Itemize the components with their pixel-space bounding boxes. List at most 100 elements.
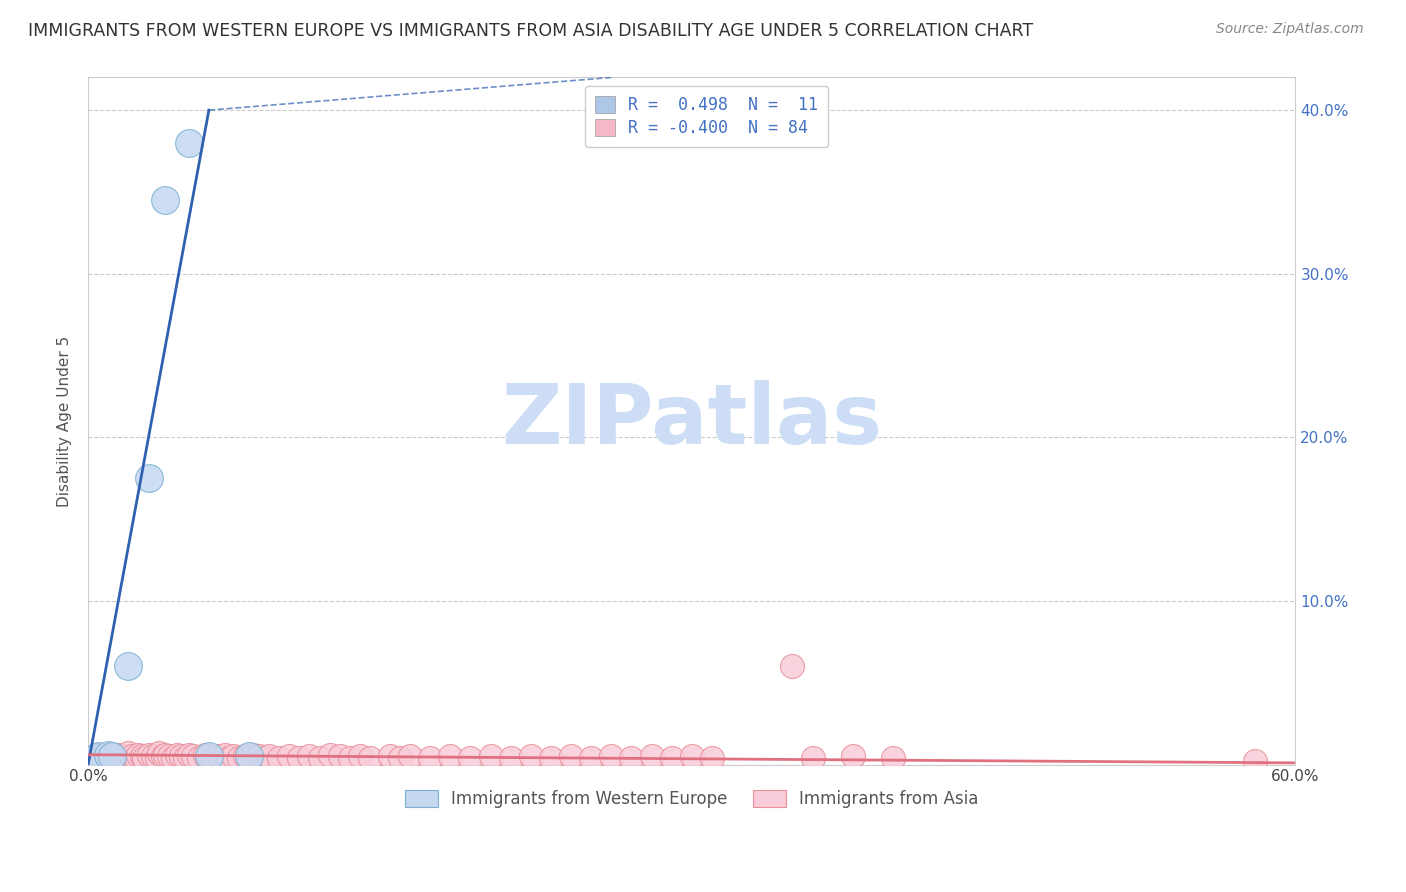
Point bbox=[208, 749, 231, 764]
Point bbox=[96, 747, 118, 762]
Point bbox=[187, 751, 209, 765]
Point bbox=[419, 751, 441, 765]
Point bbox=[97, 747, 120, 762]
Point bbox=[97, 753, 120, 767]
Point bbox=[82, 753, 104, 767]
Point bbox=[194, 747, 217, 762]
Point bbox=[138, 471, 160, 485]
Y-axis label: Disability Age Under 5: Disability Age Under 5 bbox=[58, 335, 72, 507]
Point bbox=[198, 749, 221, 764]
Point bbox=[105, 753, 128, 767]
Point bbox=[107, 747, 129, 762]
Point bbox=[148, 746, 170, 760]
Point bbox=[238, 749, 260, 764]
Point bbox=[181, 749, 204, 764]
Point bbox=[318, 747, 340, 762]
Point bbox=[87, 747, 110, 762]
Point bbox=[298, 749, 321, 764]
Point bbox=[162, 751, 184, 765]
Point bbox=[152, 749, 174, 764]
Point bbox=[579, 751, 602, 765]
Point bbox=[882, 751, 904, 765]
Point bbox=[218, 751, 240, 765]
Point bbox=[620, 751, 643, 765]
Point bbox=[173, 751, 195, 765]
Point bbox=[177, 747, 200, 762]
Point bbox=[238, 751, 260, 765]
Point bbox=[201, 751, 224, 765]
Point bbox=[127, 747, 149, 762]
Point bbox=[520, 749, 543, 764]
Point bbox=[145, 751, 167, 765]
Point bbox=[153, 193, 176, 207]
Point bbox=[131, 749, 153, 764]
Point bbox=[439, 749, 461, 764]
Point bbox=[134, 751, 156, 765]
Point bbox=[198, 749, 221, 764]
Point bbox=[89, 753, 111, 767]
Point bbox=[166, 747, 188, 762]
Point bbox=[101, 751, 124, 765]
Point bbox=[153, 747, 176, 762]
Point bbox=[560, 749, 582, 764]
Point bbox=[399, 749, 422, 764]
Point bbox=[233, 749, 256, 764]
Point bbox=[359, 751, 381, 765]
Point bbox=[278, 749, 301, 764]
Point bbox=[112, 749, 135, 764]
Point bbox=[700, 751, 723, 765]
Point bbox=[91, 749, 114, 764]
Point bbox=[121, 749, 143, 764]
Point bbox=[222, 749, 245, 764]
Point bbox=[93, 751, 115, 765]
Text: IMMIGRANTS FROM WESTERN EUROPE VS IMMIGRANTS FROM ASIA DISABILITY AGE UNDER 5 CO: IMMIGRANTS FROM WESTERN EUROPE VS IMMIGR… bbox=[28, 22, 1033, 40]
Point bbox=[83, 751, 105, 765]
Point bbox=[782, 659, 804, 673]
Point bbox=[117, 659, 139, 673]
Point bbox=[661, 751, 683, 765]
Point bbox=[247, 749, 270, 764]
Point bbox=[269, 751, 291, 765]
Point bbox=[170, 749, 193, 764]
Point bbox=[308, 751, 330, 765]
Point bbox=[288, 751, 311, 765]
Point bbox=[97, 749, 120, 764]
Point bbox=[479, 749, 502, 764]
Point bbox=[378, 749, 401, 764]
Point bbox=[84, 749, 107, 764]
Legend: Immigrants from Western Europe, Immigrants from Asia: Immigrants from Western Europe, Immigran… bbox=[398, 783, 986, 814]
Text: ZIPatlas: ZIPatlas bbox=[502, 381, 883, 461]
Point bbox=[339, 751, 361, 765]
Point bbox=[117, 746, 139, 760]
Point bbox=[801, 751, 824, 765]
Text: Source: ZipAtlas.com: Source: ZipAtlas.com bbox=[1216, 22, 1364, 37]
Point bbox=[540, 751, 562, 765]
Point bbox=[257, 749, 280, 764]
Point bbox=[254, 751, 277, 765]
Point bbox=[101, 749, 124, 764]
Point bbox=[141, 749, 163, 764]
Point bbox=[349, 749, 371, 764]
Point bbox=[460, 751, 482, 765]
Point bbox=[87, 749, 110, 764]
Point bbox=[228, 751, 250, 765]
Point bbox=[138, 747, 160, 762]
Point bbox=[103, 749, 125, 764]
Point bbox=[1244, 754, 1267, 768]
Point bbox=[329, 749, 352, 764]
Point bbox=[125, 751, 148, 765]
Point bbox=[214, 747, 236, 762]
Point bbox=[681, 749, 703, 764]
Point bbox=[84, 751, 107, 765]
Point bbox=[83, 753, 105, 767]
Point bbox=[157, 749, 180, 764]
Point bbox=[842, 749, 865, 764]
Point bbox=[110, 751, 132, 765]
Point bbox=[600, 749, 623, 764]
Point bbox=[242, 747, 264, 762]
Point bbox=[499, 751, 522, 765]
Point bbox=[389, 751, 412, 765]
Point bbox=[640, 749, 662, 764]
Point bbox=[177, 136, 200, 150]
Point bbox=[87, 754, 110, 768]
